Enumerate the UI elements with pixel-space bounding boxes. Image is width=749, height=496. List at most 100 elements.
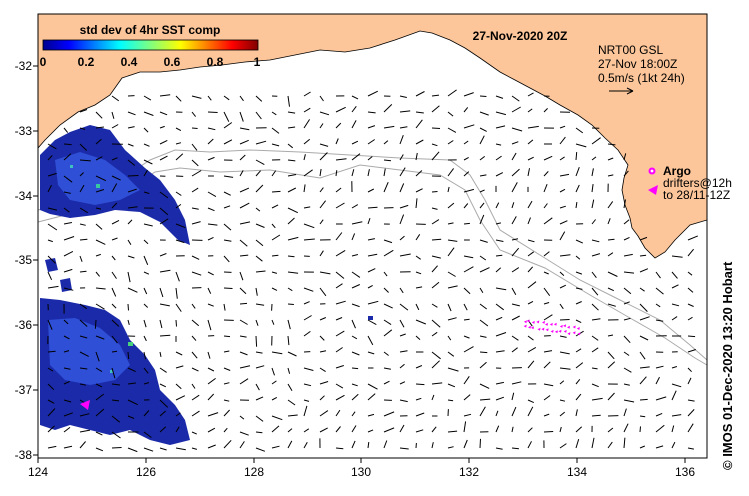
current-vector xyxy=(239,378,249,385)
current-vector xyxy=(159,426,167,433)
current-vector xyxy=(383,159,392,162)
current-vector xyxy=(79,413,90,417)
current-vector xyxy=(287,271,299,274)
drifter-point xyxy=(577,332,581,336)
current-vector xyxy=(127,239,132,245)
colorbar xyxy=(42,39,259,51)
current-vector xyxy=(367,217,371,225)
current-vector xyxy=(159,191,169,199)
current-vector xyxy=(207,138,214,145)
current-vector xyxy=(687,235,698,241)
current-vector xyxy=(319,95,324,102)
drifter-point xyxy=(536,320,540,324)
colorbar-ticks: 0 0.2 0.4 0.6 0.8 1 xyxy=(40,55,261,69)
current-vector xyxy=(127,255,135,259)
current-vector xyxy=(463,124,475,129)
current-vector xyxy=(399,424,405,433)
current-vector xyxy=(511,447,519,450)
current-vector xyxy=(655,319,664,322)
current-vector xyxy=(575,287,583,290)
colorbar-tick-label: 0.6 xyxy=(164,55,181,69)
legend-drifters-line1: drifters@12h xyxy=(663,176,732,190)
current-vector xyxy=(319,111,330,116)
current-vector xyxy=(319,410,329,417)
current-vector xyxy=(319,317,326,321)
current-vector xyxy=(447,202,455,209)
current-vector xyxy=(63,319,69,325)
current-vector xyxy=(607,287,615,292)
colorbar-tick-label: 0.8 xyxy=(207,55,224,69)
current-vector xyxy=(191,111,196,117)
current-vector xyxy=(191,143,198,151)
current-vector xyxy=(431,238,442,241)
current-vector xyxy=(527,399,535,404)
current-vector xyxy=(159,125,165,129)
current-vector xyxy=(623,423,629,433)
current-vector xyxy=(559,443,567,449)
current-vector xyxy=(479,406,486,417)
current-vector xyxy=(399,287,404,294)
current-vector xyxy=(175,447,186,451)
current-vector xyxy=(527,441,532,449)
current-vector xyxy=(175,287,178,299)
current-vector xyxy=(415,383,425,386)
current-vector xyxy=(479,351,488,354)
current-vector xyxy=(95,253,101,257)
current-vector xyxy=(127,111,136,116)
current-vector xyxy=(127,303,129,311)
current-vector xyxy=(543,395,551,401)
current-vector xyxy=(335,271,345,279)
current-vector xyxy=(335,158,347,161)
current-vector xyxy=(687,377,692,385)
current-vector xyxy=(367,169,370,177)
drifter-point xyxy=(572,325,576,329)
current-vector xyxy=(319,143,329,147)
current-vector xyxy=(671,383,682,388)
current-vector xyxy=(175,95,182,102)
current-vector xyxy=(575,255,581,260)
current-vector xyxy=(207,367,215,372)
current-vector xyxy=(367,284,373,289)
current-vector xyxy=(415,139,424,145)
current-vector xyxy=(287,217,295,225)
current-vector xyxy=(63,153,72,161)
current-vector xyxy=(319,219,324,225)
current-vector xyxy=(335,330,345,337)
current-vector xyxy=(399,110,411,113)
current-vector xyxy=(511,95,520,102)
current-vector xyxy=(79,255,83,262)
current-vector xyxy=(191,394,200,401)
current-vector xyxy=(367,413,375,417)
current-vector xyxy=(623,236,630,241)
colorbar-tick-label: 0 xyxy=(40,55,47,69)
current-vector xyxy=(191,351,198,359)
current-vector xyxy=(367,393,376,401)
current-vector xyxy=(239,441,245,449)
current-vector xyxy=(495,254,503,257)
current-vector xyxy=(207,191,217,198)
current-vector xyxy=(191,335,197,341)
colorbar-tick-label: 1 xyxy=(254,55,261,69)
current-vector xyxy=(223,367,231,371)
current-vector xyxy=(591,383,599,388)
current-vector xyxy=(623,335,631,344)
current-vector xyxy=(191,447,198,450)
current-vector xyxy=(671,271,678,279)
current-vector xyxy=(479,319,489,327)
current-vector xyxy=(351,120,357,129)
current-vector xyxy=(303,107,311,113)
current-vector xyxy=(543,155,553,161)
current-vector xyxy=(207,444,216,449)
current-vector xyxy=(639,351,646,360)
current-vector xyxy=(95,431,103,436)
current-vector xyxy=(399,303,409,311)
current-vector xyxy=(383,319,392,326)
current-vector xyxy=(159,94,171,97)
current-vector xyxy=(543,383,554,387)
current-vector xyxy=(575,378,581,385)
current-vector xyxy=(191,431,198,435)
current-vector xyxy=(239,431,249,436)
current-vector xyxy=(335,347,343,353)
current-vector xyxy=(239,170,244,177)
current-vector xyxy=(527,406,534,417)
